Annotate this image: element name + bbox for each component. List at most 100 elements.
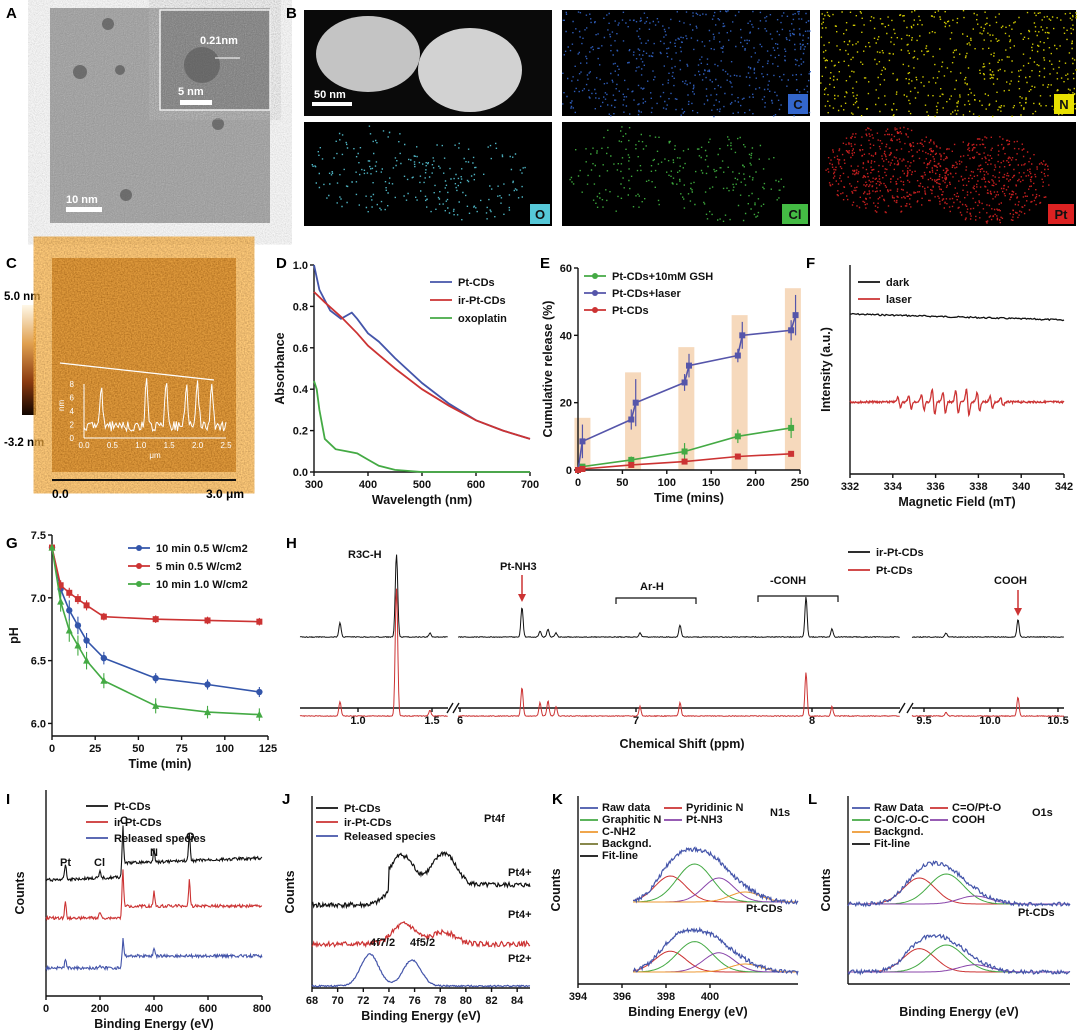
legend-label: Backgnd. xyxy=(602,838,652,850)
afm-profile-line xyxy=(59,362,215,381)
data-point xyxy=(681,458,688,465)
legend-marker xyxy=(592,273,598,279)
raw-data-line xyxy=(847,860,1071,908)
fit-component xyxy=(633,891,798,903)
data-point xyxy=(66,589,73,596)
x-axis-label: Wavelength (nm) xyxy=(372,493,472,507)
x-tick-label: 200 xyxy=(746,477,764,489)
afm-colorbar xyxy=(22,305,36,415)
element-label-box xyxy=(1048,204,1074,224)
x-tick-label: 50 xyxy=(616,477,628,489)
peak-label-cl: Cl xyxy=(94,857,105,869)
fit-component xyxy=(633,877,798,903)
panel-c-letter: C xyxy=(6,255,17,272)
data-point xyxy=(579,465,586,472)
peak-annotation-conh: -CONH xyxy=(770,575,806,587)
spectrum-line xyxy=(311,920,531,949)
map-background xyxy=(820,10,1076,116)
x-axis-label: Chemical Shift (ppm) xyxy=(619,737,744,751)
lattice-spacing-label: 0.21nm xyxy=(200,35,238,47)
x-tick-label: 398 xyxy=(657,991,675,1003)
x-tick-label: 600 xyxy=(467,479,485,491)
inset-x-tick: 2.0 xyxy=(192,441,204,450)
legend-label: Graphitic N xyxy=(602,814,661,826)
x-tick-label: 1.5 xyxy=(424,715,439,727)
inset-particle xyxy=(184,47,220,83)
data-point xyxy=(788,424,795,431)
x-tick-label: 80 xyxy=(460,995,472,1007)
data-point xyxy=(152,701,160,709)
main-scale-label: 10 nm xyxy=(66,194,98,206)
x-tick-label: 75 xyxy=(175,743,187,755)
legend-label: Released species xyxy=(344,831,436,843)
element-label-o: O xyxy=(535,207,545,222)
x-tick-label: 342 xyxy=(1055,481,1073,493)
axis-break xyxy=(906,702,914,714)
sample-label: Pt-CDs xyxy=(1018,907,1055,919)
annotation-4f72: 4f7/2 xyxy=(370,937,395,949)
data-point xyxy=(152,616,159,623)
x-tick-label: 6 xyxy=(457,715,463,727)
inset-scale-label: 5 nm xyxy=(178,86,204,98)
series-line xyxy=(577,314,797,471)
legend-label: Pt-CDs xyxy=(344,803,381,815)
nanoparticle xyxy=(212,118,224,130)
x-axis-label: Binding Energy (eV) xyxy=(361,1009,480,1023)
highlight-band xyxy=(784,288,801,470)
axis-break xyxy=(898,702,906,714)
data-point xyxy=(83,602,90,609)
map-background xyxy=(562,10,810,116)
data-point xyxy=(204,708,212,716)
inset-y-tick: 4 xyxy=(70,407,75,416)
data-point xyxy=(66,607,73,614)
y-axis-label: Absorbance xyxy=(273,332,287,404)
y-axis-label: Counts xyxy=(13,871,27,914)
main-scale-bar xyxy=(66,207,102,212)
data-point xyxy=(734,453,741,460)
x-tick-label: 340 xyxy=(1012,481,1030,493)
panel-l-title: O1s xyxy=(1032,807,1053,819)
nanoparticle xyxy=(115,65,125,75)
legend-label: Raw Data xyxy=(874,802,924,814)
y-axis-label: pH xyxy=(7,627,21,644)
x-axis-label: Time (mins) xyxy=(654,491,724,505)
element-label-box xyxy=(788,94,808,114)
data-point xyxy=(100,654,108,662)
legend-label: C-O/C-O-C xyxy=(874,814,929,826)
legend-label: Fit-line xyxy=(874,838,910,850)
x-tick-label: 396 xyxy=(613,991,631,1003)
x-tick-label: 78 xyxy=(434,995,446,1007)
highlight-band xyxy=(678,347,695,470)
legend-label: Pt-CDs xyxy=(458,277,495,289)
spectrum-line xyxy=(311,953,531,988)
x-tick-label: 50 xyxy=(132,743,144,755)
legend-label: oxoplatin xyxy=(458,313,507,325)
afm-scale-top: 5.0 nm xyxy=(4,291,40,303)
panel-l: L Binding Energy (eV) Counts Pt-CDs O1s Raw … xyxy=(808,791,1071,1019)
annotation-pt4-mid: Pt4+ xyxy=(508,909,532,921)
data-point xyxy=(83,656,91,664)
annotation-bracket xyxy=(615,597,697,604)
fit-component xyxy=(633,963,798,973)
panel-b-letter: B xyxy=(286,5,297,22)
x-tick-label: 72 xyxy=(357,995,369,1007)
legend-label: 10 min 0.5 W/cm2 xyxy=(156,543,248,555)
elemental-maps: C N O Cl Pt xyxy=(304,10,1078,226)
element-map-cl: Cl xyxy=(562,122,810,226)
x-tick-label: 0 xyxy=(49,743,55,755)
x-axis-label: Binding Energy (eV) xyxy=(628,1005,747,1019)
x-axis-label: Time (min) xyxy=(129,757,192,771)
inset-x-tick: 1.5 xyxy=(164,441,176,450)
data-point xyxy=(57,597,65,605)
x-tick-label: 25 xyxy=(89,743,101,755)
fit-component xyxy=(848,877,1070,905)
series-line-laser xyxy=(849,387,1065,418)
element-label-box xyxy=(782,204,808,224)
x-tick-label: 150 xyxy=(702,477,720,489)
spectrum-line xyxy=(45,825,263,883)
legend-label: Backgnd. xyxy=(874,826,924,838)
y-tick-label: 0.6 xyxy=(293,343,308,355)
data-point xyxy=(788,327,795,334)
inset-y-tick: 2 xyxy=(70,421,75,430)
x-tick-label: 9.5 xyxy=(916,715,931,727)
